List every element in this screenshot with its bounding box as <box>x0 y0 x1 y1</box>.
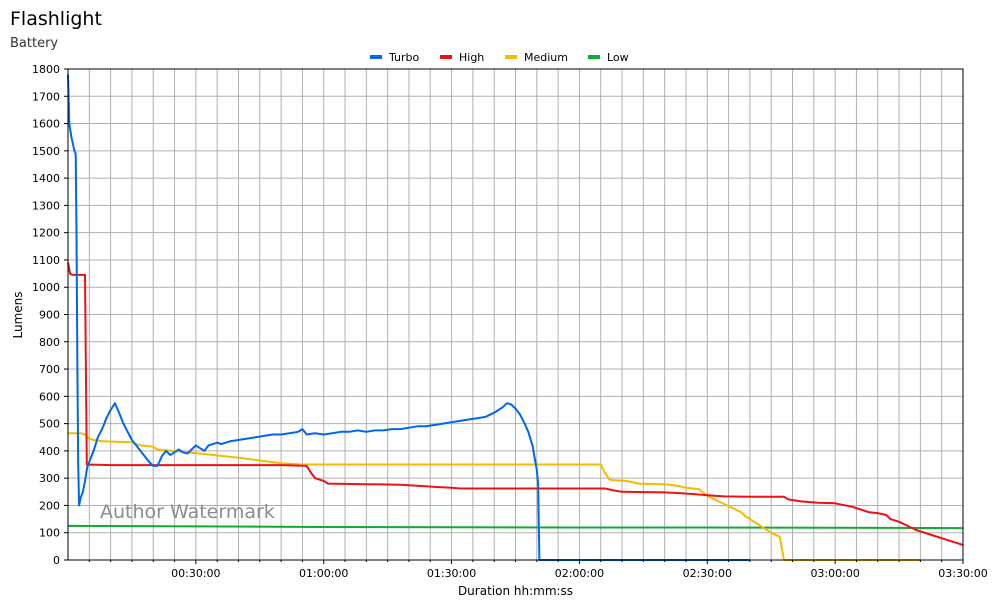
plot-lines <box>67 74 964 561</box>
x-tick-label: 00:30:00 <box>171 567 220 580</box>
y-tick-label: 1600 <box>32 118 60 131</box>
chart-title: Flashlight <box>10 8 102 30</box>
y-tick-label: 0 <box>53 554 60 567</box>
legend-label-high: High <box>459 51 484 64</box>
legend: Turbo High Medium Low <box>370 51 629 64</box>
y-tick-label: 700 <box>39 363 60 376</box>
series-line-low <box>67 524 964 530</box>
y-tick-label: 200 <box>39 499 60 512</box>
x-tick-label: 03:00:00 <box>810 567 859 580</box>
y-tick-label: 900 <box>39 309 60 322</box>
y-tick-label: 1800 <box>32 63 60 76</box>
legend-label-turbo: Turbo <box>388 51 420 64</box>
series-line-high <box>67 262 964 546</box>
watermark: Author Watermark <box>100 501 275 523</box>
y-tick-label: 300 <box>39 472 60 485</box>
chart-subtitle: Battery <box>10 36 59 51</box>
axes: 0 100 200 300 400 500 600 700 800 900 1000 1100 1200… <box>32 63 988 580</box>
y-tick-label: 400 <box>39 445 60 458</box>
series-line-medium <box>68 432 921 561</box>
x-tick-label: 01:00:00 <box>299 567 348 580</box>
y-tick-label: 1300 <box>32 199 60 212</box>
y-tick-label: 600 <box>39 390 60 403</box>
y-axis-label: Lumens <box>11 291 25 338</box>
series-line-turbo <box>67 74 750 561</box>
y-tick-label: 1400 <box>32 172 60 185</box>
grid <box>68 69 963 560</box>
y-tick-label: 500 <box>39 418 60 431</box>
x-tick-label: 02:00:00 <box>555 567 604 580</box>
y-tick-label: 1500 <box>32 145 60 158</box>
y-tick-label: 1100 <box>32 254 60 267</box>
y-tick-label: 1700 <box>32 90 60 103</box>
legend-label-low: Low <box>607 51 629 64</box>
y-tick-label: 1200 <box>32 227 60 240</box>
y-tick-label: 100 <box>39 527 60 540</box>
x-tick-label: 02:30:00 <box>683 567 732 580</box>
x-axis-label: Duration hh:mm:ss <box>458 584 573 598</box>
y-tick-label: 800 <box>39 336 60 349</box>
legend-label-medium: Medium <box>524 51 568 64</box>
x-tick-label: 03:30:00 <box>938 567 987 580</box>
x-tick-label: 01:30:00 <box>427 567 476 580</box>
y-tick-label: 1000 <box>32 281 60 294</box>
